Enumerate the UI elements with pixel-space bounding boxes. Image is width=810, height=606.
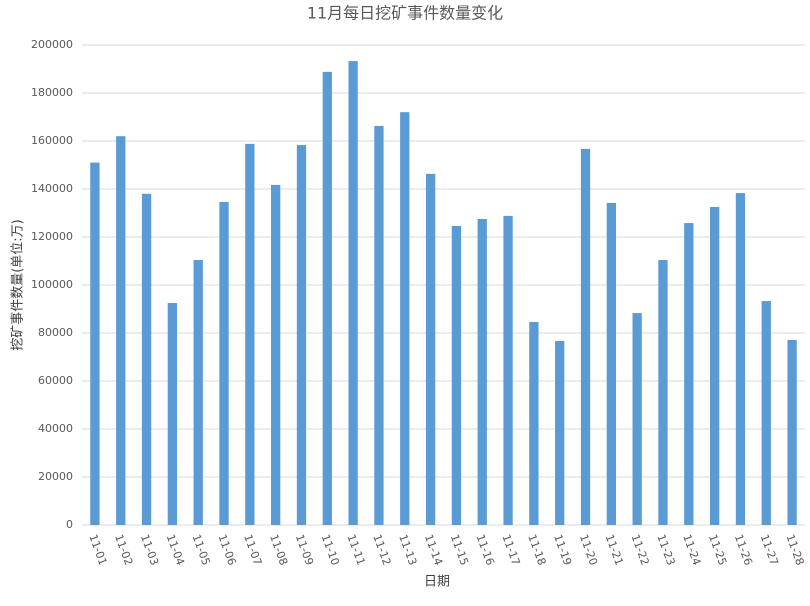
x-tick-label: 11-14 — [422, 533, 445, 567]
x-tick-label: 11-21 — [603, 533, 626, 567]
x-tick-label: 11-27 — [758, 533, 781, 567]
x-tick-label: 11-04 — [164, 533, 187, 567]
bar — [580, 148, 591, 526]
y-tick-label: 140000 — [31, 182, 73, 195]
bar — [296, 145, 307, 525]
y-tick-label: 20000 — [38, 470, 73, 483]
x-tick-label: 11-26 — [732, 533, 755, 567]
bar — [90, 162, 100, 525]
y-tick-label: 180000 — [31, 86, 73, 99]
y-tick-label: 60000 — [38, 374, 73, 387]
x-tick-label: 11-09 — [293, 533, 316, 567]
y-tick-label: 100000 — [31, 278, 73, 291]
bar — [245, 143, 255, 525]
bar — [684, 223, 694, 525]
bar — [606, 202, 616, 526]
bar — [271, 184, 281, 526]
y-axis-label: 挖矿事件数量(单位:万) — [11, 219, 26, 351]
bar — [503, 215, 513, 525]
x-tick-label: 11-13 — [396, 533, 419, 567]
bar — [658, 260, 668, 525]
x-tick-label: 11-10 — [319, 533, 342, 567]
x-tick-label: 11-18 — [525, 533, 548, 567]
bar — [709, 207, 720, 525]
x-tick-label: 11-05 — [190, 533, 213, 567]
bar — [477, 219, 487, 525]
x-tick-label: 11-25 — [706, 533, 729, 567]
x-tick-label: 11-07 — [241, 533, 264, 567]
x-tick-label: 11-03 — [138, 533, 161, 567]
x-tick-label: 11-23 — [654, 533, 677, 567]
bar — [787, 339, 797, 525]
x-tick-label: 11-20 — [577, 533, 600, 567]
y-tick-label: 0 — [66, 518, 73, 531]
x-tick-label: 11-08 — [267, 533, 290, 567]
y-tick-label: 80000 — [38, 326, 73, 339]
x-tick-label: 11-17 — [499, 533, 522, 567]
bar — [348, 61, 358, 526]
y-tick-label: 120000 — [31, 230, 73, 243]
bar — [425, 173, 436, 525]
bar — [451, 225, 462, 525]
x-tick-label: 11-16 — [474, 533, 497, 567]
x-tick-label: 11-15 — [448, 533, 471, 567]
bar — [761, 301, 771, 525]
bar — [116, 136, 126, 525]
x-tick-label: 11-11 — [344, 533, 367, 567]
bar — [193, 260, 203, 525]
bar — [322, 71, 332, 525]
bar — [555, 340, 565, 525]
bar — [141, 193, 152, 526]
x-tick-label: 11-19 — [551, 533, 574, 567]
x-tick-label: 11-22 — [629, 533, 652, 567]
y-tick-label: 160000 — [31, 134, 73, 147]
bar — [167, 303, 178, 525]
x-tick-label: 11-06 — [215, 533, 238, 567]
bar — [374, 125, 384, 525]
bar — [400, 112, 410, 525]
y-tick-label: 200000 — [31, 38, 73, 51]
x-tick-label: 11-02 — [112, 533, 135, 567]
x-tick-label: 11-01 — [86, 533, 109, 567]
y-tick-label: 40000 — [38, 422, 73, 435]
bar — [632, 313, 642, 525]
x-tick-label: 11-24 — [680, 533, 703, 567]
x-axis-label: 日期 — [424, 575, 450, 590]
bar — [529, 321, 539, 525]
bar — [219, 201, 229, 525]
x-tick-label: 11-28 — [783, 533, 806, 567]
chart-title: 11月每日挖矿事件数量变化 — [307, 4, 503, 23]
bar — [735, 193, 746, 525]
x-tick-label: 11-12 — [370, 533, 393, 567]
